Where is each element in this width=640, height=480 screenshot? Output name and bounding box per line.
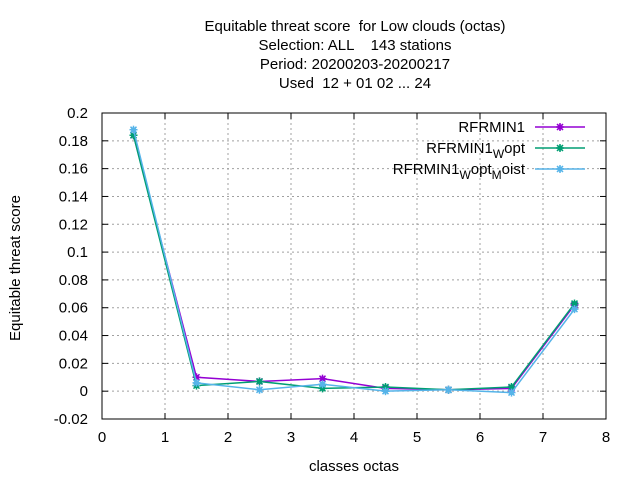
title-line-3: Period: 20200203-20200217 xyxy=(259,56,451,73)
ticks: 0 1 2 3 4 5 6 7 8 -0.02 0 0.02 0.04 0.06 0.08 0.1 0.12 0.… xyxy=(54,105,610,446)
y-tick-label: 0.14 xyxy=(59,188,88,205)
title-line-2: Selection: ALL 143 stations xyxy=(258,37,452,54)
data-point xyxy=(129,125,138,134)
data-point xyxy=(556,123,564,131)
data-point xyxy=(570,305,579,314)
x-tick-label: 1 xyxy=(161,429,169,446)
legend-entry-3: RFRMIN1WoptMoist xyxy=(393,161,585,182)
x-tick-label: 3 xyxy=(287,429,295,446)
data-point xyxy=(381,387,390,396)
y-tick-label: 0.1 xyxy=(67,244,88,261)
legend-label: RFRMIN1Wopt xyxy=(426,140,526,161)
y-tick-label: 0.02 xyxy=(59,355,88,372)
x-tick-label: 5 xyxy=(413,429,421,446)
x-tick-label: 0 xyxy=(98,429,106,446)
legend-label: RFRMIN1 xyxy=(458,119,525,136)
y-axis-label: Equitable threat score xyxy=(7,195,24,341)
grid xyxy=(102,113,606,419)
series xyxy=(129,125,579,397)
x-tick-label: 7 xyxy=(539,429,547,446)
data-point xyxy=(255,385,264,394)
legend-entry-2: RFRMIN1Wopt xyxy=(426,140,585,161)
x-tick-label: 8 xyxy=(602,429,610,446)
data-point xyxy=(556,144,564,152)
data-point xyxy=(318,380,327,389)
data-point xyxy=(556,165,564,173)
data-point xyxy=(318,374,327,383)
y-tick-label: 0.12 xyxy=(59,216,88,233)
data-point xyxy=(444,385,453,394)
plot-frame xyxy=(101,112,607,420)
y-tick-label: 0.18 xyxy=(59,133,88,150)
y-tick-label: -0.02 xyxy=(54,411,88,428)
data-point xyxy=(255,377,264,386)
y-tick-label: 0.16 xyxy=(59,161,88,178)
y-tick-label: 0.06 xyxy=(59,300,88,317)
data-point xyxy=(192,378,201,387)
data-point xyxy=(507,388,516,397)
y-tick-label: 0.2 xyxy=(67,105,88,122)
series-line xyxy=(132,129,576,394)
title-line-1: Equitable threat score for Low clouds (o… xyxy=(204,18,506,35)
x-tick-label: 4 xyxy=(350,429,358,446)
legend-label: RFRMIN1WoptMoist xyxy=(393,161,526,182)
legend-entry-1: RFRMIN1 xyxy=(458,119,585,136)
y-tick-label: 0 xyxy=(80,383,88,400)
title-line-4: Used 12 + 01 02 ... 24 xyxy=(278,75,432,92)
series-line xyxy=(132,135,576,391)
y-tick-label: 0.08 xyxy=(59,272,88,289)
x-tick-label: 2 xyxy=(224,429,232,446)
x-axis-label: classes octas xyxy=(309,458,399,475)
y-tick-label: 0.04 xyxy=(59,328,88,345)
x-tick-label: 6 xyxy=(476,429,484,446)
data-point xyxy=(570,299,579,308)
series-3 xyxy=(129,125,579,397)
